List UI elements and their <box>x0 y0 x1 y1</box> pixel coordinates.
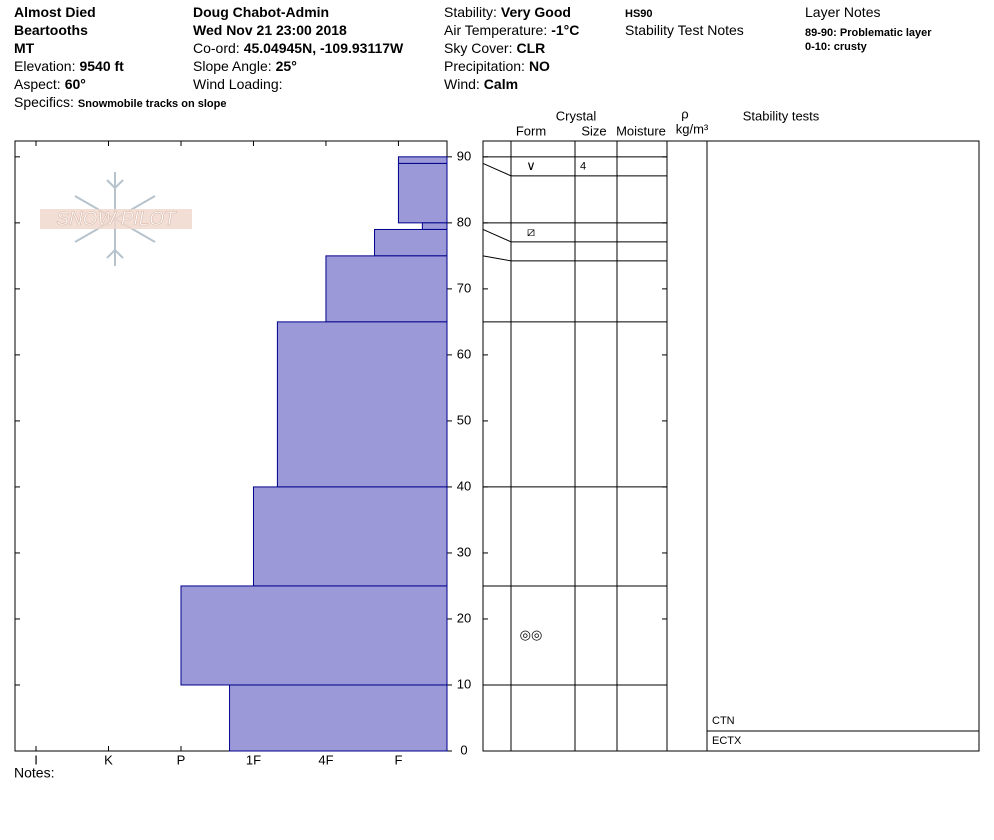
field: Specifics: Snowmobile tracks on slope <box>14 94 230 112</box>
observer-text: Doug Chabot-Admin <box>193 4 330 20</box>
location: Beartooths <box>14 22 92 38</box>
field: Slope Angle: 25° <box>193 58 301 74</box>
hardness-bar <box>252 486 448 587</box>
layer-boundary <box>482 255 667 262</box>
grain-form: ∨ <box>526 158 536 173</box>
column-header: Stability tests <box>743 108 820 123</box>
hardness-bar <box>397 156 448 164</box>
x-tick-label: 1F <box>246 752 261 767</box>
field: Sky Cover: CLR <box>444 40 549 56</box>
column-header: Size <box>581 123 606 138</box>
hardness-bar <box>229 684 448 752</box>
notes-label: Notes: <box>14 765 54 781</box>
field-value: Snowmobile tracks on slope <box>77 98 227 110</box>
field: Wind Loading: <box>193 76 287 92</box>
layer-note-text: 0-10: crusty <box>805 41 867 53</box>
location: MT <box>14 40 38 56</box>
stability-test-notes: Stability Test Notes <box>625 22 748 38</box>
y-tick-label: 70 <box>457 280 471 295</box>
hardness-bar <box>374 228 448 257</box>
field: Elevation: 9540 ft <box>14 58 128 74</box>
x-tick-label: K <box>104 752 113 767</box>
stability-test: CTN <box>712 715 735 727</box>
field-value: Calm <box>483 76 519 92</box>
field-label: Co-ord: <box>193 40 240 56</box>
section-title: Stability Test Notes <box>625 22 744 38</box>
x-tick-label: F <box>394 752 402 767</box>
logo-text: SNOW PILOT <box>56 209 177 230</box>
grain-form: ◎◎ <box>520 627 543 642</box>
hardness-bar <box>180 585 448 686</box>
layer-note: 89-90: Problematic layer <box>805 23 936 41</box>
column-header: Moisture <box>616 123 666 138</box>
location-text: MT <box>14 40 35 56</box>
field-label: Aspect: <box>14 76 61 92</box>
location: Almost Died <box>14 4 100 20</box>
field-label: Air Temperature: <box>444 22 548 38</box>
stability-test: ECTX <box>712 735 742 747</box>
field-value: NO <box>528 58 550 74</box>
y-tick-label: 60 <box>457 346 471 361</box>
field-label: Wind: <box>444 76 480 92</box>
hs-text: HS90 <box>625 8 653 20</box>
logo-band <box>40 209 192 229</box>
hardness-bar <box>325 255 448 323</box>
datetime: Wed Nov 21 23:00 2018 <box>193 22 351 38</box>
field-label: Wind Loading: <box>193 76 283 92</box>
hardness-bar <box>397 162 448 224</box>
column-header: Crystal <box>556 108 597 123</box>
x-tick-label: I <box>34 752 38 767</box>
table-frame <box>482 140 980 752</box>
layer-note: 0-10: crusty <box>805 37 871 55</box>
field-label: Stability: <box>444 4 497 20</box>
field-value: 9540 ft <box>79 58 124 74</box>
y-tick-label: 80 <box>457 214 471 229</box>
field-value: 45.04945N, -109.93117W <box>243 40 404 56</box>
y-tick-label: 50 <box>457 412 471 427</box>
layer-boundary <box>482 229 667 243</box>
field: Wind: Calm <box>444 76 522 92</box>
location-text: Almost Died <box>14 4 96 20</box>
y-tick-label: 40 <box>457 478 471 493</box>
hs: HS90 <box>625 4 657 22</box>
y-tick-label: 20 <box>457 610 471 625</box>
field-label: Specifics: <box>14 94 74 110</box>
field: Co-ord: 45.04945N, -109.93117W <box>193 40 407 56</box>
field-value: CLR <box>516 40 546 56</box>
field: Aspect: 60° <box>14 76 90 92</box>
field: Precipitation: NO <box>444 58 554 74</box>
grain-size: 4 <box>580 160 586 172</box>
y-tick-label: 10 <box>457 676 471 691</box>
y-tick-label: 0 <box>460 742 467 757</box>
field: Air Temperature: -1°C <box>444 22 583 38</box>
field-label: Sky Cover: <box>444 40 513 56</box>
grain-form: ⧄ <box>527 224 535 239</box>
location-text: Beartooths <box>14 22 88 38</box>
x-tick-label: 4F <box>318 752 333 767</box>
field: Stability: Very Good <box>444 4 575 20</box>
section-title: Layer Notes <box>805 4 881 20</box>
field-value: Very Good <box>500 4 571 20</box>
observer: Doug Chabot-Admin <box>193 4 333 20</box>
y-tick-label: 30 <box>457 544 471 559</box>
hardness-bar <box>421 222 448 230</box>
field-label: Precipitation: <box>444 58 525 74</box>
field-value: 25° <box>275 58 297 74</box>
y-tick-label: 90 <box>457 148 471 163</box>
hardness-bar <box>276 321 448 488</box>
datetime-text: Wed Nov 21 23:00 2018 <box>193 22 347 38</box>
column-header: ρ <box>681 106 688 121</box>
field-label: Slope Angle: <box>193 58 272 74</box>
layer-note-text: 89-90: Problematic layer <box>805 27 932 39</box>
column-header: kg/m³ <box>676 121 709 136</box>
layer-notes-title: Layer Notes <box>805 4 884 20</box>
column-header: Form <box>516 123 546 138</box>
field-value: 60° <box>64 76 86 92</box>
field-label: Elevation: <box>14 58 76 74</box>
layer-boundary <box>482 162 667 177</box>
field-value: -1°C <box>551 22 580 38</box>
x-tick-label: P <box>177 752 186 767</box>
